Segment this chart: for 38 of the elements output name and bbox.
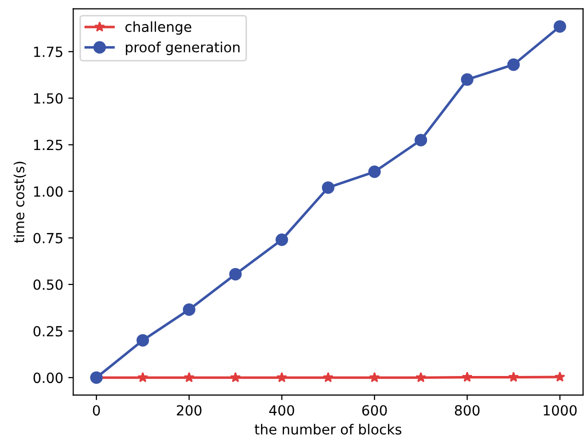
point (462, 372, 473, 382)
point (416, 372, 426, 382)
y-tick-label: 0.00 (34, 372, 63, 384)
point (368, 166, 381, 178)
legend-label: challenge (125, 21, 192, 35)
point (554, 20, 566, 33)
point (184, 372, 194, 382)
x-tick-label: 600 (362, 405, 387, 416)
x-tick-label: 0 (92, 405, 100, 416)
point (369, 372, 380, 382)
x-tick-label: 200 (176, 405, 202, 416)
point (414, 134, 428, 146)
point (460, 73, 474, 86)
y-tick-label: 1.00 (34, 186, 63, 197)
point (230, 372, 241, 382)
point (276, 234, 288, 246)
point (229, 268, 242, 280)
point (137, 372, 148, 382)
x-tick-label: 1000 (544, 405, 577, 416)
x-tick-label: 400 (269, 405, 294, 416)
point (136, 334, 150, 347)
point (322, 372, 334, 382)
x-axis-title: the number of blocks (254, 424, 402, 435)
y-tick-label: 0.50 (34, 279, 63, 290)
point (507, 58, 520, 71)
point (322, 181, 334, 194)
y-tick-label: 0.25 (34, 326, 62, 336)
y-tick-label: 0.75 (34, 232, 62, 244)
y-tick-label: 1.25 (34, 140, 62, 150)
y-tick-label: 1.75 (34, 46, 62, 58)
y-tick-label: 1.50 (34, 93, 63, 104)
y-axis-title: time cost(s) (14, 162, 26, 243)
point (554, 371, 566, 382)
point (276, 372, 288, 382)
point (508, 372, 519, 382)
point (182, 303, 196, 316)
x-tick-label: 800 (454, 405, 480, 416)
legend-label: proof generation (126, 42, 240, 56)
